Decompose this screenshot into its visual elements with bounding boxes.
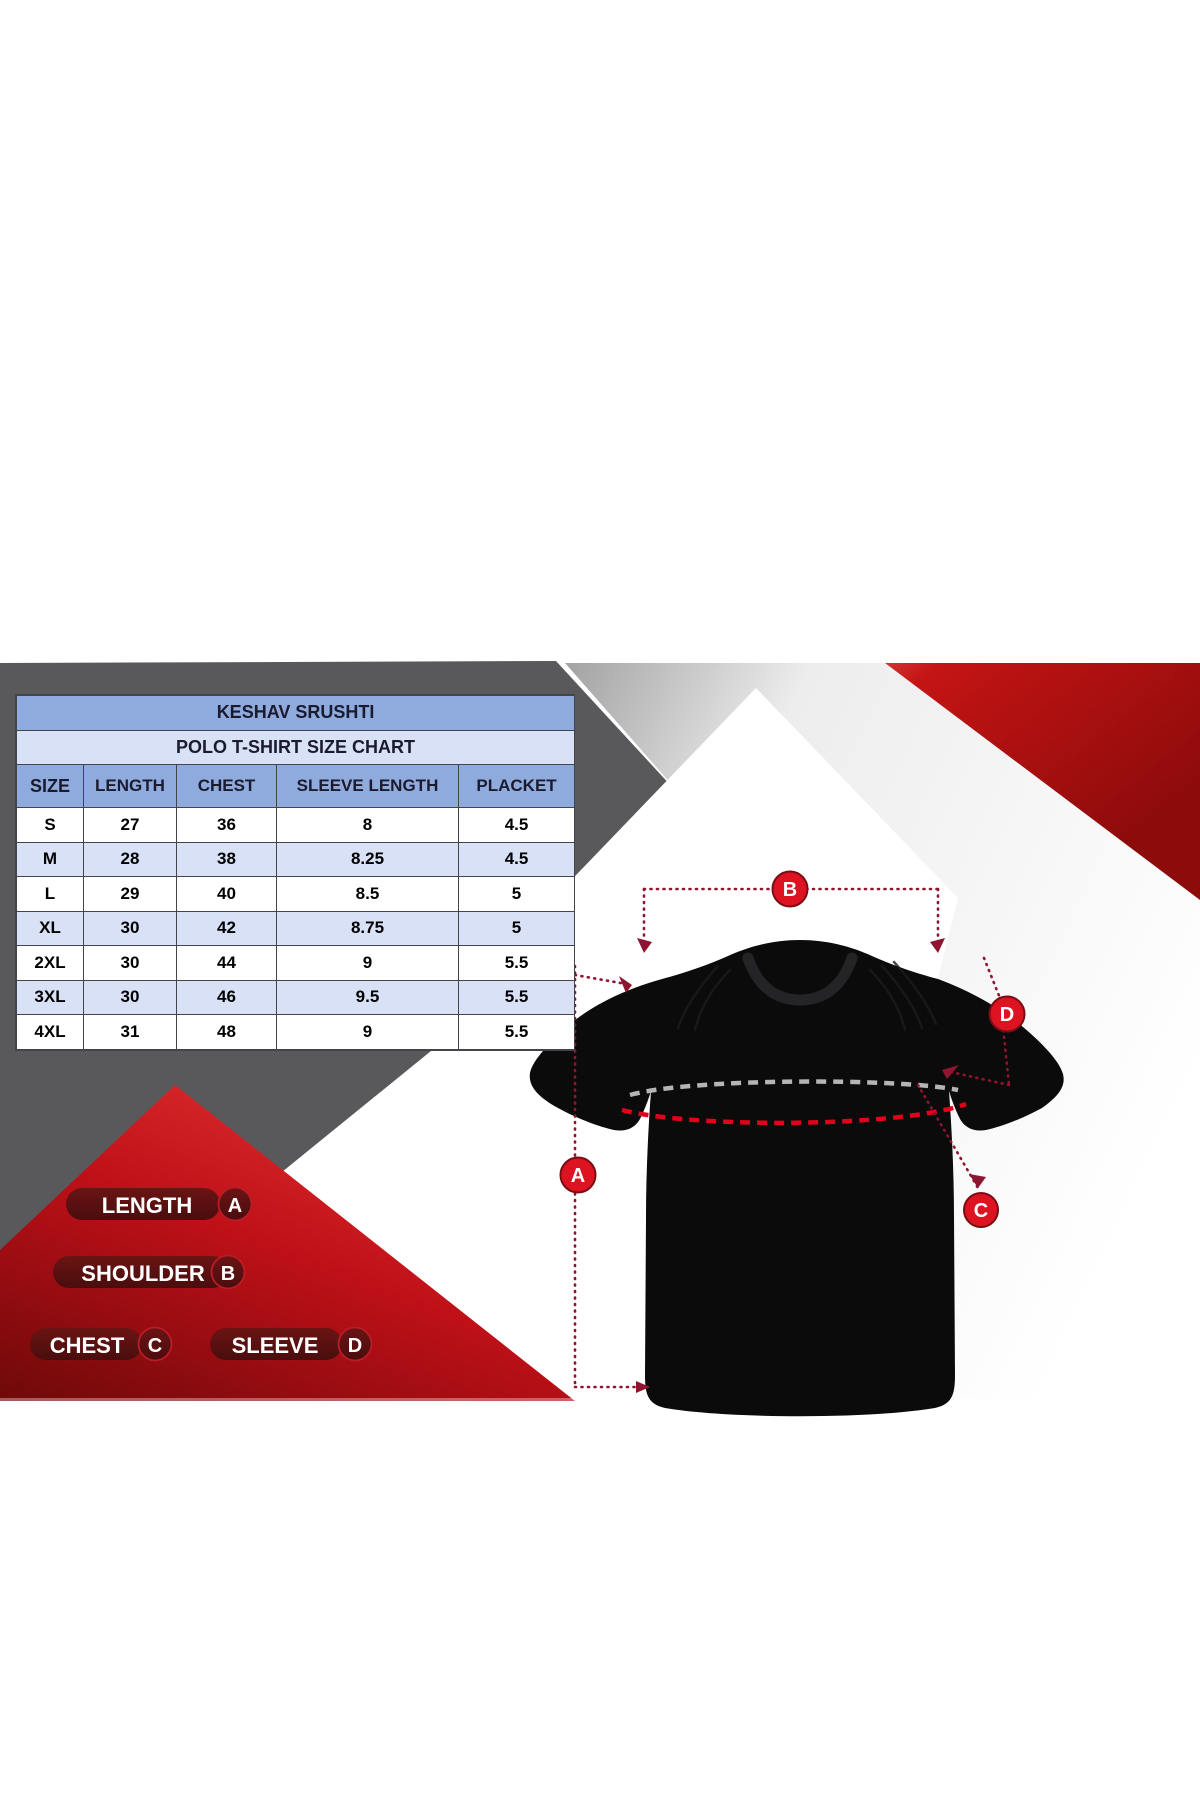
svg-text:C: C <box>974 1200 988 1222</box>
svg-text:B: B <box>221 1263 235 1285</box>
svg-text:B: B <box>783 879 797 901</box>
svg-text:SHOULDER: SHOULDER <box>81 1261 205 1286</box>
svg-text:LENGTH: LENGTH <box>102 1193 192 1218</box>
svg-text:CHEST: CHEST <box>50 1333 125 1358</box>
svg-text:SLEEVE: SLEEVE <box>232 1333 319 1358</box>
svg-text:C: C <box>148 1335 162 1357</box>
svg-text:A: A <box>228 1195 242 1217</box>
svg-text:D: D <box>1000 1004 1014 1026</box>
svg-text:A: A <box>571 1165 585 1187</box>
svg-text:D: D <box>348 1335 362 1357</box>
